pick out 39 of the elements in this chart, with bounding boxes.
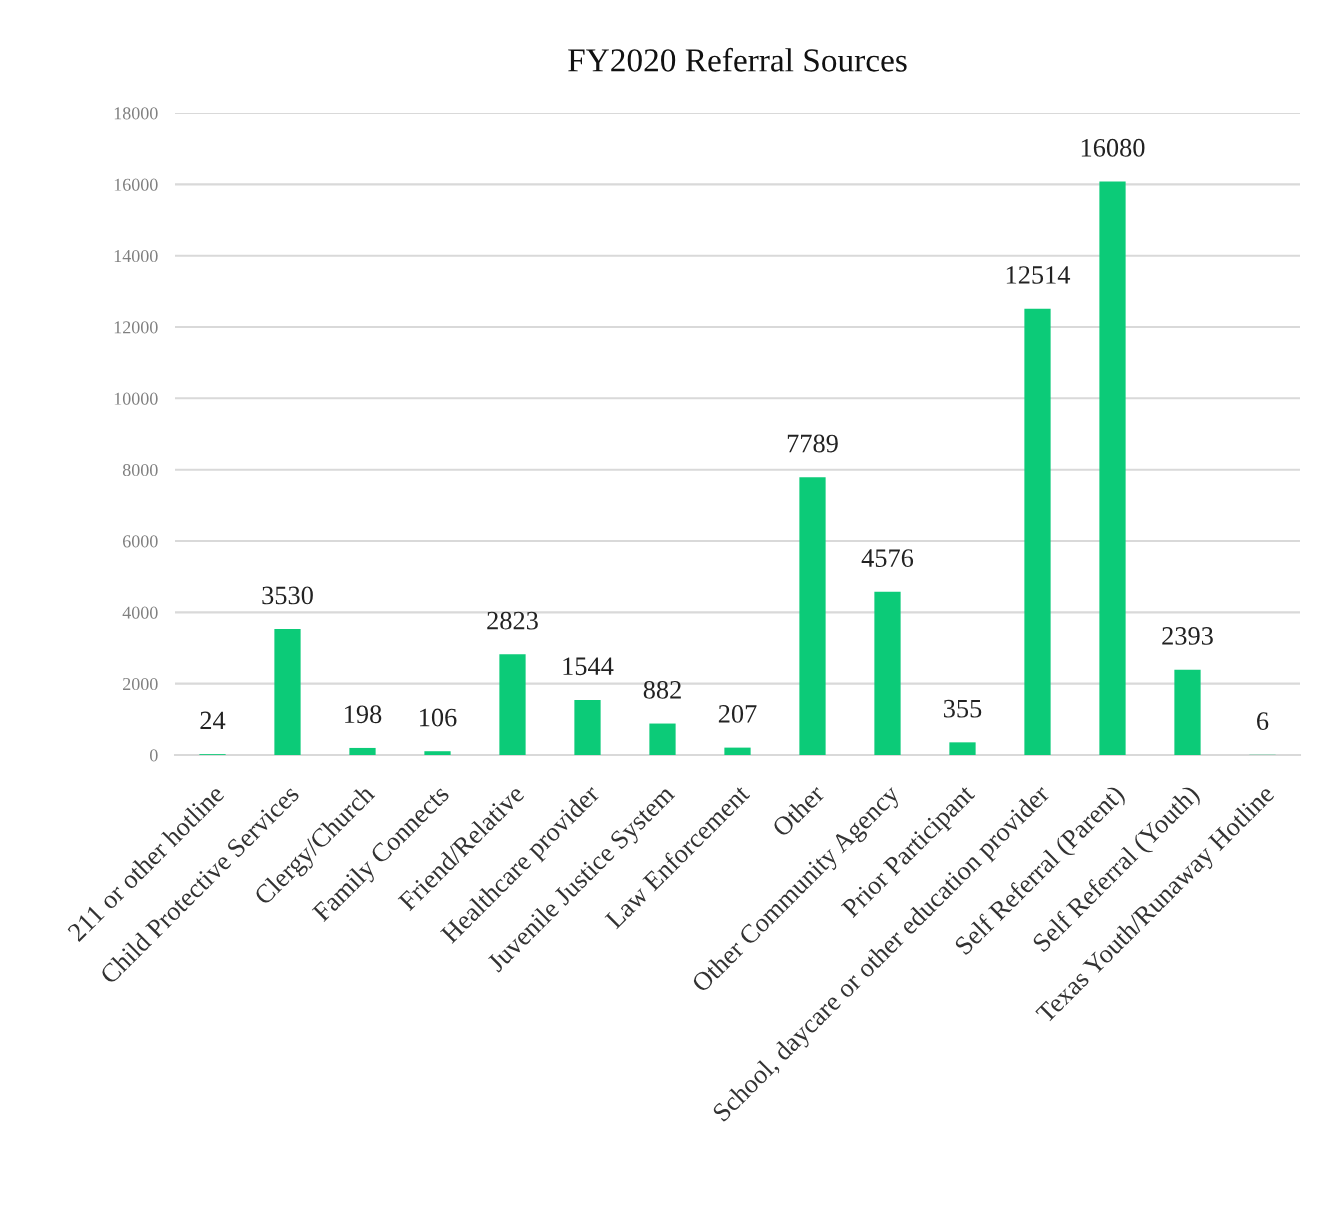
bar bbox=[649, 723, 676, 755]
data-label: 882 bbox=[643, 680, 681, 699]
data-label: 2393 bbox=[1162, 627, 1213, 645]
bar bbox=[1099, 181, 1126, 755]
bar bbox=[874, 591, 901, 755]
bar bbox=[574, 699, 601, 755]
bar bbox=[1024, 308, 1051, 755]
bar bbox=[949, 742, 976, 755]
data-label: 106 bbox=[420, 708, 457, 727]
bar bbox=[274, 629, 301, 755]
data-label: 355 bbox=[943, 699, 982, 718]
data-label: 2823 bbox=[487, 611, 538, 630]
y-tick-label: 0 bbox=[149, 749, 158, 762]
bar bbox=[424, 751, 451, 755]
y-tick-label: 10000 bbox=[114, 392, 158, 405]
y-tick-label: 12000 bbox=[114, 321, 158, 334]
bar bbox=[499, 654, 526, 755]
y-tick-label: 8000 bbox=[122, 463, 158, 477]
data-label: 4576 bbox=[861, 549, 914, 567]
data-label: 1544 bbox=[563, 657, 614, 676]
y-tick-label: 18000 bbox=[114, 107, 158, 120]
data-label: 198 bbox=[345, 705, 382, 724]
y-tick-label: 4000 bbox=[122, 606, 158, 619]
bar bbox=[1174, 669, 1201, 755]
data-label: 12514 bbox=[1006, 266, 1071, 284]
data-label: 207 bbox=[718, 705, 757, 723]
y-tick-label: 14000 bbox=[114, 249, 158, 263]
bar bbox=[799, 477, 826, 755]
y-tick-label: 2000 bbox=[123, 677, 158, 691]
data-label: 7789 bbox=[787, 434, 838, 453]
data-label: 24 bbox=[200, 711, 226, 730]
y-tick-label: 16000 bbox=[114, 178, 158, 191]
data-label: 6 bbox=[1257, 712, 1269, 730]
chart-title: FY2020 Referral Sources bbox=[568, 47, 907, 72]
bar bbox=[724, 747, 751, 755]
data-label: 16080 bbox=[1081, 138, 1145, 157]
bar bbox=[349, 747, 376, 755]
y-tick-label: 6000 bbox=[123, 535, 158, 548]
data-label: 3530 bbox=[262, 586, 313, 605]
